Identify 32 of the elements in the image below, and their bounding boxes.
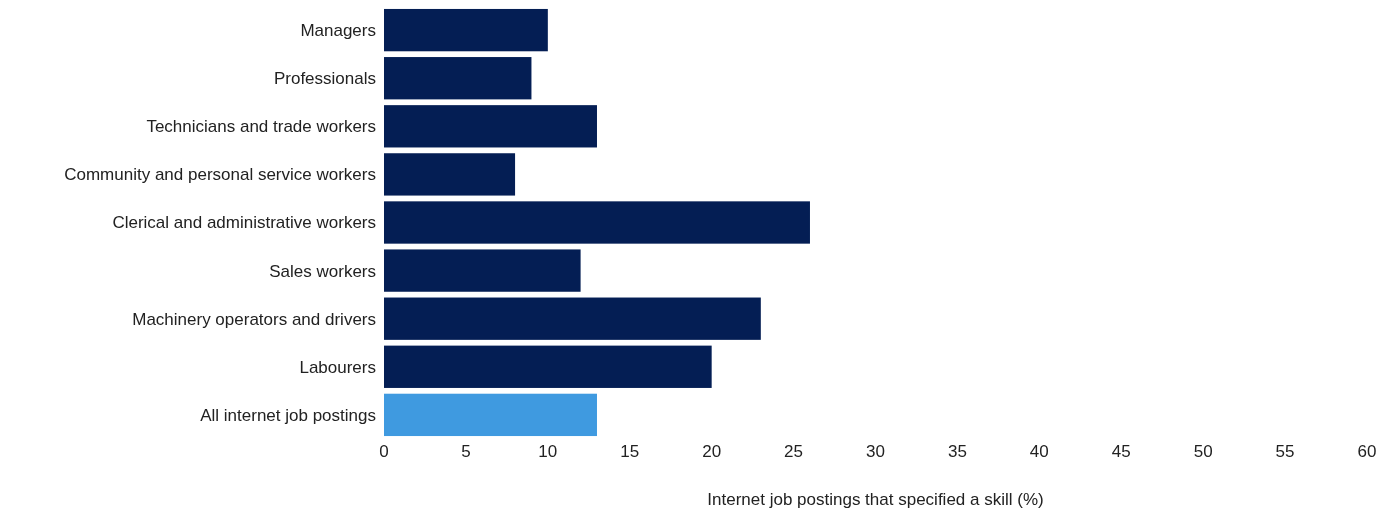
bar <box>384 297 761 340</box>
y-tick-label: Machinery operators and drivers <box>132 309 376 329</box>
x-axis-title: Internet job postings that specified a skill (%) <box>707 490 1044 509</box>
y-tick-label: All internet job postings <box>200 405 376 425</box>
bar <box>384 249 581 292</box>
x-tick-label: 60 <box>1357 441 1377 461</box>
x-tick-label: 35 <box>947 441 967 461</box>
y-tick-label: Managers <box>300 21 376 41</box>
x-tick-label: 40 <box>1029 441 1049 461</box>
bar <box>384 393 597 437</box>
y-tick-label: Community and personal service workers <box>64 165 376 185</box>
y-tick-label: Technicians and trade workers <box>146 117 376 137</box>
x-tick-label: 45 <box>1111 441 1131 461</box>
x-tick-label: 25 <box>784 441 804 461</box>
bar <box>384 153 516 196</box>
x-tick-label: 5 <box>461 441 471 461</box>
y-tick-label: Labourers <box>299 357 376 377</box>
x-tick-label: 15 <box>620 441 640 461</box>
y-tick-label: Professionals <box>273 69 376 89</box>
x-tick-label: 55 <box>1275 441 1295 461</box>
x-tick-label: 30 <box>866 441 885 461</box>
x-tick-label: 0 <box>379 441 389 461</box>
bar <box>384 345 712 388</box>
x-tick-label: 20 <box>702 441 722 461</box>
y-tick-label: Sales workers <box>269 261 376 281</box>
y-tick-label: Clerical and administrative workers <box>112 213 376 233</box>
bar <box>384 201 810 244</box>
x-tick-label: 10 <box>538 441 558 461</box>
bar <box>384 57 532 100</box>
x-tick-label: 50 <box>1193 441 1213 461</box>
bar <box>384 8 548 52</box>
bar <box>384 105 597 148</box>
